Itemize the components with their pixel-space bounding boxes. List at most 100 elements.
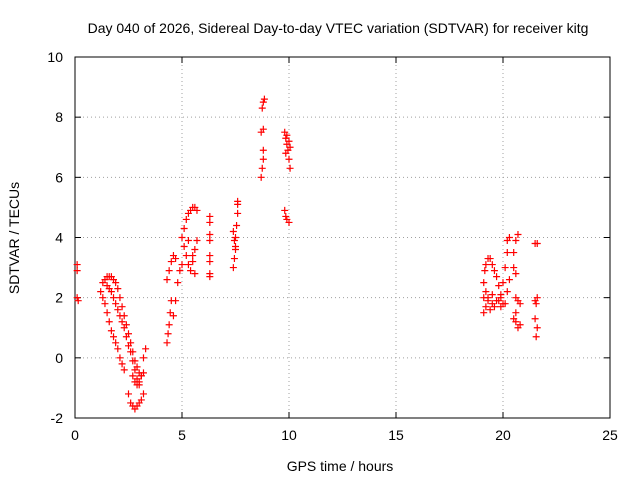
data-point bbox=[114, 306, 122, 314]
data-point bbox=[488, 291, 496, 299]
data-point bbox=[142, 345, 150, 353]
data-point bbox=[514, 230, 522, 238]
data-point bbox=[139, 354, 147, 362]
data-point bbox=[120, 324, 128, 332]
x-tick-label: 10 bbox=[281, 427, 297, 443]
data-point bbox=[116, 294, 124, 302]
y-tick-label: 6 bbox=[55, 169, 63, 185]
data-point bbox=[533, 240, 541, 248]
data-point bbox=[116, 312, 124, 320]
data-point bbox=[257, 173, 265, 181]
data-point bbox=[285, 218, 293, 226]
data-point bbox=[503, 249, 511, 257]
data-point bbox=[490, 303, 498, 311]
data-point bbox=[163, 339, 171, 347]
data-point bbox=[285, 155, 293, 163]
data-point bbox=[110, 294, 118, 302]
data-point bbox=[532, 300, 540, 308]
data-point bbox=[125, 390, 132, 398]
data-point bbox=[165, 267, 173, 275]
data-point bbox=[184, 237, 192, 245]
data-point bbox=[114, 285, 122, 293]
data-point bbox=[206, 230, 214, 238]
data-point bbox=[118, 318, 126, 326]
y-tick-label: 8 bbox=[55, 109, 63, 125]
data-point bbox=[118, 303, 126, 311]
data-point bbox=[105, 318, 113, 326]
data-point bbox=[482, 288, 490, 296]
data-point bbox=[260, 95, 268, 103]
data-point bbox=[180, 243, 188, 251]
plot-frame bbox=[74, 56, 611, 419]
data-point bbox=[510, 249, 518, 257]
data-point bbox=[533, 324, 541, 332]
chart-title: Day 040 of 2026, Sidereal Day-to-day VTE… bbox=[88, 20, 589, 36]
data-point bbox=[286, 143, 294, 151]
data-point bbox=[512, 294, 520, 302]
data-point bbox=[118, 360, 126, 368]
data-point bbox=[114, 345, 122, 353]
data-point bbox=[259, 98, 267, 106]
data-point bbox=[232, 234, 239, 241]
data-point bbox=[112, 300, 120, 308]
data-point bbox=[172, 255, 180, 263]
data-point bbox=[259, 125, 267, 133]
data-point bbox=[174, 279, 182, 287]
data-point bbox=[129, 357, 137, 365]
data-point bbox=[503, 288, 511, 296]
data-point bbox=[137, 396, 145, 404]
data-point bbox=[73, 261, 81, 269]
data-point bbox=[125, 342, 132, 350]
data-point bbox=[178, 261, 186, 269]
data-point bbox=[164, 330, 172, 338]
data-point bbox=[99, 294, 107, 302]
y-axis-label: SDTVAR / TECUs bbox=[6, 182, 22, 294]
data-point bbox=[259, 146, 267, 154]
data-point bbox=[234, 209, 242, 217]
data-point bbox=[131, 366, 139, 374]
data-point bbox=[484, 294, 492, 302]
data-point bbox=[206, 237, 214, 245]
data-point bbox=[193, 206, 201, 214]
data-point bbox=[510, 315, 518, 323]
data-point bbox=[532, 333, 540, 341]
data-point bbox=[191, 270, 199, 278]
data-point bbox=[510, 264, 518, 272]
data-point bbox=[110, 333, 118, 341]
data-point bbox=[182, 215, 190, 223]
data-point bbox=[495, 297, 503, 305]
x-axis-label: GPS time / hours bbox=[287, 458, 394, 474]
data-point bbox=[488, 261, 496, 269]
data-point bbox=[490, 267, 498, 275]
data-point bbox=[167, 258, 175, 266]
x-tick-label: 15 bbox=[388, 427, 404, 443]
data-point bbox=[163, 276, 171, 284]
grid-lines bbox=[75, 57, 610, 418]
data-point bbox=[107, 288, 115, 296]
data-point bbox=[234, 197, 242, 205]
data-point bbox=[206, 212, 214, 220]
data-point bbox=[103, 309, 111, 317]
data-point bbox=[501, 264, 509, 272]
data-point bbox=[137, 372, 145, 380]
data-point bbox=[189, 258, 197, 266]
y-tick-label: -2 bbox=[51, 410, 64, 426]
data-point bbox=[189, 252, 197, 260]
data-point bbox=[505, 234, 513, 241]
data-point bbox=[480, 279, 488, 287]
data-point bbox=[206, 218, 214, 226]
data-point bbox=[139, 390, 147, 398]
data-point bbox=[169, 312, 177, 320]
data-point bbox=[180, 224, 188, 232]
data-point bbox=[230, 255, 238, 263]
data-point bbox=[206, 252, 214, 260]
data-point bbox=[482, 261, 490, 269]
data-point bbox=[493, 273, 501, 281]
x-tick-label: 25 bbox=[602, 427, 618, 443]
data-point bbox=[107, 327, 115, 335]
data-point bbox=[516, 321, 524, 329]
data-point bbox=[232, 246, 239, 254]
data-point bbox=[282, 134, 290, 142]
data-point bbox=[482, 303, 490, 311]
